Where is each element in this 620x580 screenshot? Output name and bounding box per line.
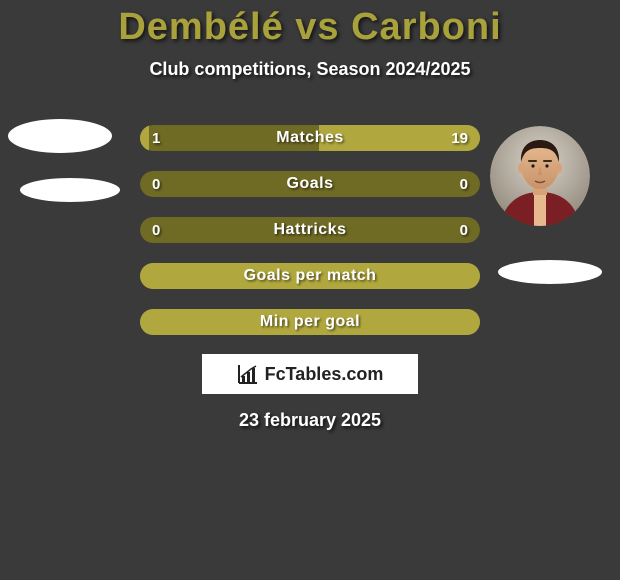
stat-bar-value-left: 0 <box>152 217 160 243</box>
comparison-subtitle: Club competitions, Season 2024/2025 <box>0 59 620 80</box>
bar-chart-icon <box>237 363 259 385</box>
stat-bar-row: Hattricks0 0 <box>140 217 480 243</box>
stat-bar-value-right: 19 <box>451 125 468 151</box>
stat-bar-label: Goals <box>140 171 480 197</box>
watermark-text: FcTables.com <box>265 364 384 385</box>
player-right-name-placeholder <box>498 260 602 284</box>
stat-bar-value-right: 0 <box>460 217 468 243</box>
stat-bars-container: Matches119Goals00Hattricks00Goals per ma… <box>140 125 480 355</box>
stat-bar-row: Goals per match <box>140 263 480 289</box>
stat-bar-value-left: 1 <box>152 125 160 151</box>
stat-bar-label: Hattricks <box>140 217 480 243</box>
stat-bar-row: Goals0 0 <box>140 171 480 197</box>
player-left-avatar <box>8 119 112 153</box>
stat-bar-label: Min per goal <box>140 309 480 335</box>
stat-bar-value-left: 0 <box>152 171 160 197</box>
comparison-date: 23 february 2025 <box>0 410 620 431</box>
stat-bar-label: Matches <box>140 125 480 151</box>
comparison-title: Dembélé vs Carboni <box>0 0 620 49</box>
stat-bar-label: Goals per match <box>140 263 480 289</box>
stat-bar-value-right: 0 <box>460 171 468 197</box>
stat-bar-row: Matches1 19 <box>140 125 480 151</box>
fctables-watermark: FcTables.com <box>202 354 418 394</box>
stat-bar-row: Min per goal <box>140 309 480 335</box>
player-left-name-placeholder <box>20 178 120 202</box>
player-right-avatar <box>490 126 590 226</box>
